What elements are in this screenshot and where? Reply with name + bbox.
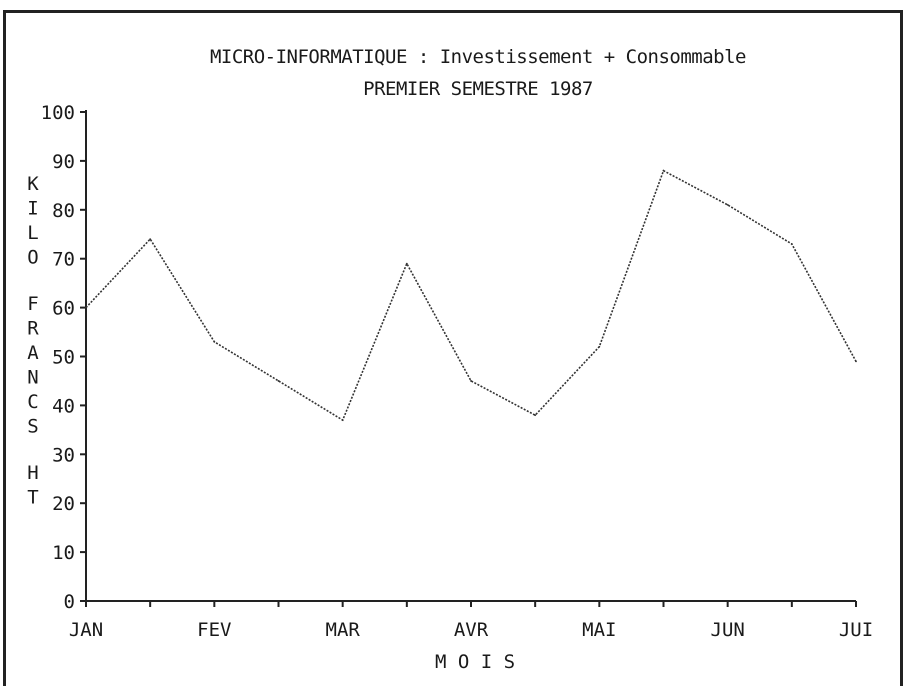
data-point (85, 306, 87, 309)
y-axis-label-char: C (27, 391, 38, 413)
data-point (662, 169, 665, 172)
y-axis-label-char: I (27, 198, 38, 220)
data-point (534, 414, 537, 417)
y-tick-label: 20 (52, 493, 75, 515)
data-point (405, 262, 408, 265)
x-tick-label: MAR (326, 619, 361, 641)
x-tick-label: AVR (454, 619, 489, 641)
y-axis-label-char: L (27, 222, 38, 244)
x-tick-label: JUI (839, 619, 873, 641)
chart-subtitle: PREMIER SEMESTRE 1987 (363, 78, 593, 100)
y-tick-label: 90 (52, 151, 75, 173)
y-axis-label-char: H (27, 462, 38, 484)
y-axis-label-char: O (27, 247, 38, 269)
data-point (341, 419, 344, 421)
y-axis-label-char: K (27, 173, 39, 195)
y-axis-label-char: S (27, 416, 38, 438)
x-tick-label: JAN (69, 619, 103, 641)
y-tick-label: 70 (52, 249, 75, 271)
y-tick-label: 60 (52, 298, 75, 320)
y-tick-label: 10 (52, 542, 75, 564)
y-axis-label-char: A (27, 342, 39, 364)
y-tick-label: 30 (52, 444, 75, 466)
data-point (470, 380, 472, 382)
y-axis-label-char: F (27, 293, 38, 315)
y-tick-label: 100 (41, 102, 75, 124)
y-axis-label-char: R (27, 318, 39, 340)
y-axis-label-char: T (27, 487, 38, 509)
y-axis-ticks: 0 10 20 30 40 50 60 70 80 90 100 (41, 102, 86, 613)
x-tick-label: FEV (197, 619, 231, 641)
x-axis-label: M O I S (435, 651, 515, 673)
series-layer (85, 169, 857, 422)
x-tick-label: JUN (711, 619, 745, 641)
chart-title: MICRO-INFORMATIQUE : Investissement + Co… (210, 46, 746, 68)
x-axis-ticks: JAN FEV MAR AVR MAI JUN JUI (69, 601, 873, 641)
data-point (790, 243, 793, 245)
data-point (149, 238, 152, 241)
y-axis-label-char: N (27, 367, 38, 389)
x-tick-label: MAI (582, 619, 616, 641)
y-tick-label: 80 (52, 200, 75, 222)
x-axis-label-text: M O I S (435, 651, 515, 673)
data-point (855, 360, 857, 363)
series-line (85, 169, 857, 422)
data-point (277, 380, 280, 382)
data-point (213, 340, 216, 343)
data-point (726, 204, 729, 206)
y-tick-label: 0 (64, 591, 75, 613)
data-point (598, 345, 601, 348)
chart-frame (3, 10, 903, 686)
y-tick-label: 50 (52, 347, 75, 369)
y-tick-label: 40 (52, 395, 75, 417)
